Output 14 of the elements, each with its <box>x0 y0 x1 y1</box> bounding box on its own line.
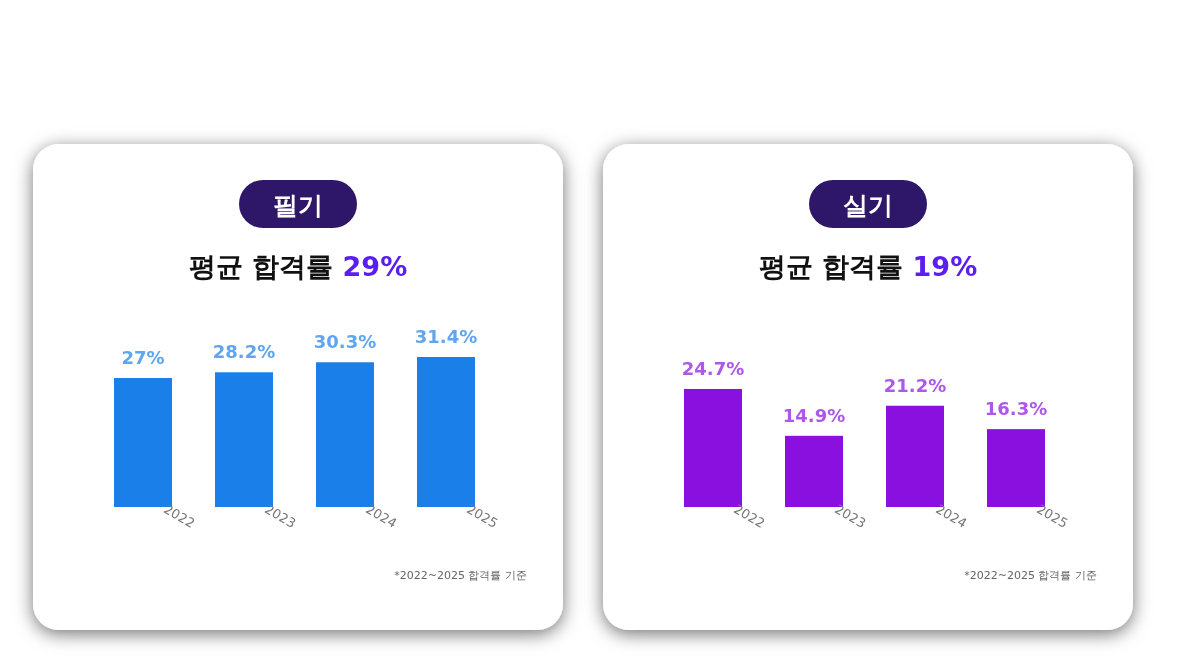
text: *2022~2025 합격률 기준 <box>394 569 527 582</box>
data-label: 28.2% <box>212 341 276 363</box>
chart-subtitle: 평균 합격률 29% <box>188 251 408 282</box>
chart-subtitle: 평균 합격률 19% <box>758 251 978 282</box>
chart-title: 필기 <box>273 191 323 220</box>
data-label: 24.7% <box>681 358 745 380</box>
text: *2022~2025 합격률 기준 <box>964 569 1097 582</box>
data-label: 16.3% <box>984 398 1048 420</box>
data-label: 27% <box>121 347 165 369</box>
chart-title: 실기 <box>843 191 893 220</box>
data-label: 21.2% <box>883 374 947 396</box>
data-label: 14.9% <box>782 404 846 426</box>
data-label: 30.3% <box>313 331 377 353</box>
data-label: 31.4% <box>414 326 478 347</box>
